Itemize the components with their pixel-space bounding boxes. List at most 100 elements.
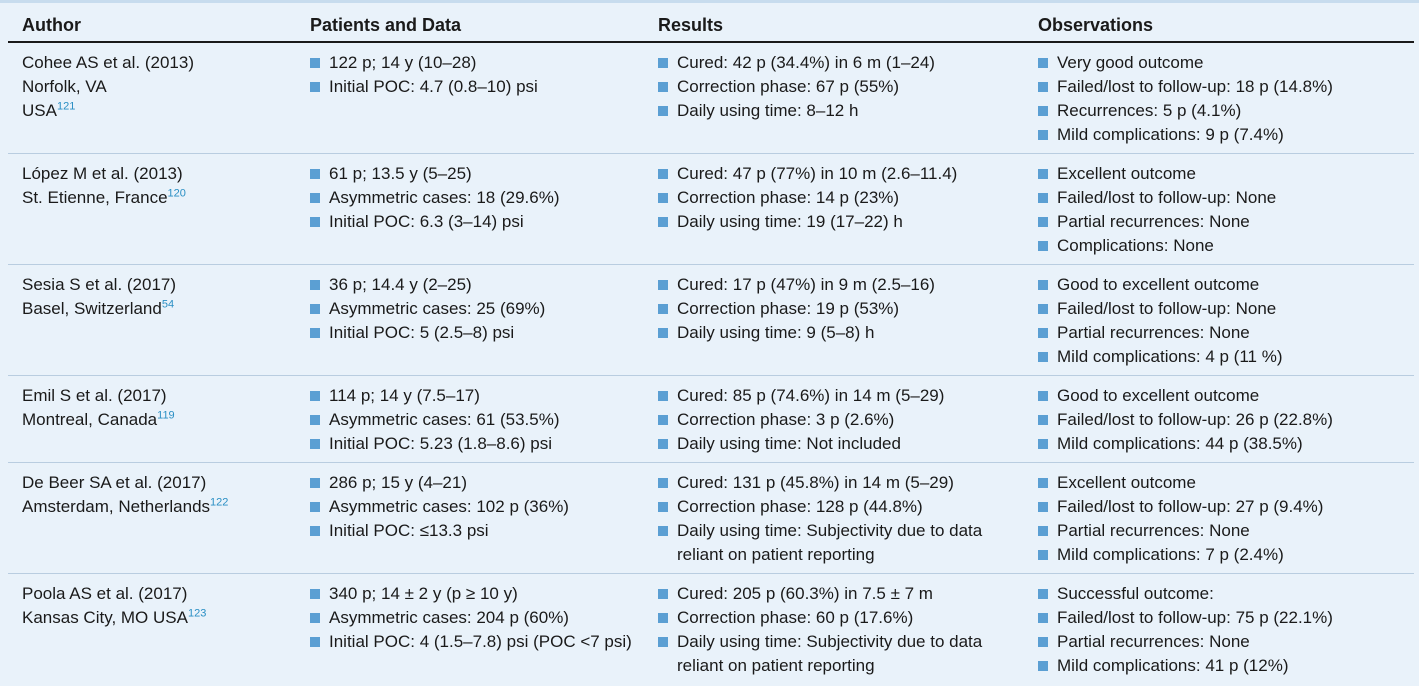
patients-item: 340 p; 14 ± 2 y (p ≥ 10 y): [310, 582, 638, 606]
patients-cell: 122 p; 14 y (10–28) Initial POC: 4.7 (0.8…: [296, 42, 644, 154]
header-observations: Observations: [1024, 6, 1414, 43]
table-row: López M et al. (2013) St. Etienne, France…: [8, 154, 1414, 265]
author-text: Poola AS et al. (2017): [22, 584, 188, 603]
header-results: Results: [644, 6, 1024, 43]
results-item: Cured: 85 p (74.6%) in 14 m (5–29): [658, 384, 1018, 408]
author-cell: De Beer SA et al. (2017) Amsterdam, Nethe…: [8, 463, 296, 574]
patients-list: 61 p; 13.5 y (5–25) Asymmetric cases: 18 …: [310, 162, 638, 234]
reference-number: 119: [157, 409, 175, 422]
observations-list: Excellent outcome Failed/lost to follow-u…: [1038, 162, 1408, 258]
observations-item: Good to excellent outcome: [1038, 273, 1408, 297]
results-item: Cured: 131 p (45.8%) in 14 m (5–29): [658, 471, 1018, 495]
reference-number: 120: [167, 187, 186, 200]
results-cell: Cured: 42 p (34.4%) in 6 m (1–24) Correct…: [644, 42, 1024, 154]
observations-item: Mild complications: 44 p (38.5%): [1038, 432, 1408, 456]
author-line: Basel, Switzerland54: [22, 297, 290, 321]
author-text: López M et al. (2013): [22, 164, 183, 183]
table-row: Cohee AS et al. (2013) Norfolk, VA USA121 1…: [8, 42, 1414, 154]
results-item: Daily using time: Subjectivity due to da…: [658, 630, 1018, 678]
author-text: De Beer SA et al. (2017): [22, 473, 207, 492]
results-item: Correction phase: 19 p (53%): [658, 297, 1018, 321]
author-text: Sesia S et al. (2017): [22, 275, 177, 294]
table-body: Cohee AS et al. (2013) Norfolk, VA USA121 1…: [8, 42, 1414, 684]
observations-cell: Excellent outcome Failed/lost to follow-u…: [1024, 463, 1414, 574]
observations-item: Complications: None: [1038, 234, 1408, 258]
observations-list: Very good outcome Failed/lost to follow-u…: [1038, 51, 1408, 147]
patients-cell: 61 p; 13.5 y (5–25) Asymmetric cases: 18 …: [296, 154, 644, 265]
observations-item: Failed/lost to follow-up: 18 p (14.8%): [1038, 75, 1408, 99]
results-item: Cured: 47 p (77%) in 10 m (2.6–11.4): [658, 162, 1018, 186]
author-text: Emil S et al. (2017): [22, 386, 167, 405]
results-item: Cured: 205 p (60.3%) in 7.5 ± 7 m: [658, 582, 1018, 606]
results-item: Correction phase: 67 p (55%): [658, 75, 1018, 99]
observations-item: Partial recurrences: None: [1038, 519, 1408, 543]
results-item: Correction phase: 128 p (44.8%): [658, 495, 1018, 519]
header-author: Author: [8, 6, 296, 43]
results-item: Correction phase: 14 p (23%): [658, 186, 1018, 210]
table-row: Emil S et al. (2017) Montreal, Canada119 1…: [8, 376, 1414, 463]
author-line: De Beer SA et al. (2017): [22, 471, 290, 495]
author-line: Emil S et al. (2017): [22, 384, 290, 408]
patients-item: Asymmetric cases: 102 p (36%): [310, 495, 638, 519]
observations-cell: Good to excellent outcome Failed/lost to …: [1024, 265, 1414, 376]
patients-item: Asymmetric cases: 18 (29.6%): [310, 186, 638, 210]
observations-item: Partial recurrences: None: [1038, 210, 1408, 234]
results-cell: Cured: 85 p (74.6%) in 14 m (5–29) Correc…: [644, 376, 1024, 463]
author-line: Cohee AS et al. (2013): [22, 51, 290, 75]
observations-item: Excellent outcome: [1038, 471, 1408, 495]
author-line: USA121: [22, 99, 290, 123]
patients-item: Initial POC: 4.7 (0.8–10) psi: [310, 75, 638, 99]
observations-list: Good to excellent outcome Failed/lost to …: [1038, 273, 1408, 369]
reference-number: 122: [210, 496, 229, 509]
results-cell: Cured: 47 p (77%) in 10 m (2.6–11.4) Corr…: [644, 154, 1024, 265]
patients-item: Asymmetric cases: 61 (53.5%): [310, 408, 638, 432]
top-rule: [0, 0, 1419, 3]
observations-item: Mild complications: 9 p (7.4%): [1038, 123, 1408, 147]
observations-item: Good to excellent outcome: [1038, 384, 1408, 408]
patients-item: Initial POC: 6.3 (3–14) psi: [310, 210, 638, 234]
observations-cell: Good to excellent outcome Failed/lost to …: [1024, 376, 1414, 463]
author-text: Basel, Switzerland: [22, 299, 162, 318]
author-text: Amsterdam, Netherlands: [22, 497, 211, 516]
author-cell: López M et al. (2013) St. Etienne, France…: [8, 154, 296, 265]
results-item: Cured: 42 p (34.4%) in 6 m (1–24): [658, 51, 1018, 75]
reference-number: 54: [161, 298, 175, 311]
author-cell: Poola AS et al. (2017) Kansas City, MO US…: [8, 574, 296, 685]
patients-item: Asymmetric cases: 204 p (60%): [310, 606, 638, 630]
observations-cell: Very good outcome Failed/lost to follow-u…: [1024, 42, 1414, 154]
patients-cell: 286 p; 15 y (4–21) Asymmetric cases: 102 …: [296, 463, 644, 574]
author-text: Kansas City, MO USA: [22, 608, 188, 627]
observations-item: Failed/lost to follow-up: 26 p (22.8%): [1038, 408, 1408, 432]
results-cell: Cured: 205 p (60.3%) in 7.5 ± 7 m Correct…: [644, 574, 1024, 685]
patients-list: 36 p; 14.4 y (2–25) Asymmetric cases: 25 …: [310, 273, 638, 345]
studies-table: Author Patients and Data Results Observa…: [8, 6, 1414, 684]
observations-item: Partial recurrences: None: [1038, 321, 1408, 345]
patients-item: Initial POC: 4 (1.5–7.8) psi (POC <7 psi…: [310, 630, 638, 654]
patients-item: 122 p; 14 y (10–28): [310, 51, 638, 75]
results-list: Cured: 17 p (47%) in 9 m (2.5–16) Correct…: [658, 273, 1018, 345]
results-item: Daily using time: Not included: [658, 432, 1018, 456]
patients-item: 286 p; 15 y (4–21): [310, 471, 638, 495]
patients-item: 36 p; 14.4 y (2–25): [310, 273, 638, 297]
table-row: Sesia S et al. (2017) Basel, Switzerland5…: [8, 265, 1414, 376]
observations-item: Excellent outcome: [1038, 162, 1408, 186]
results-item: Cured: 17 p (47%) in 9 m (2.5–16): [658, 273, 1018, 297]
patients-list: 286 p; 15 y (4–21) Asymmetric cases: 102 …: [310, 471, 638, 543]
table-row: Poola AS et al. (2017) Kansas City, MO US…: [8, 574, 1414, 685]
observations-list: Successful outcome: Failed/lost to follow…: [1038, 582, 1408, 678]
table-row: De Beer SA et al. (2017) Amsterdam, Nethe…: [8, 463, 1414, 574]
patients-item: 61 p; 13.5 y (5–25): [310, 162, 638, 186]
patients-cell: 114 p; 14 y (7.5–17) Asymmetric cases: 61…: [296, 376, 644, 463]
observations-item: Failed/lost to follow-up: None: [1038, 186, 1408, 210]
author-line: Montreal, Canada119: [22, 408, 290, 432]
results-list: Cured: 85 p (74.6%) in 14 m (5–29) Correc…: [658, 384, 1018, 456]
reference-number: 121: [56, 100, 76, 113]
observations-item: Failed/lost to follow-up: 27 p (9.4%): [1038, 495, 1408, 519]
header-patients: Patients and Data: [296, 6, 644, 43]
patients-item: Initial POC: 5.23 (1.8–8.6) psi: [310, 432, 638, 456]
results-item: Daily using time: Subjectivity due to da…: [658, 519, 1018, 567]
observations-item: Mild complications: 41 p (12%): [1038, 654, 1408, 678]
author-cell: Emil S et al. (2017) Montreal, Canada119: [8, 376, 296, 463]
results-item: Correction phase: 3 p (2.6%): [658, 408, 1018, 432]
